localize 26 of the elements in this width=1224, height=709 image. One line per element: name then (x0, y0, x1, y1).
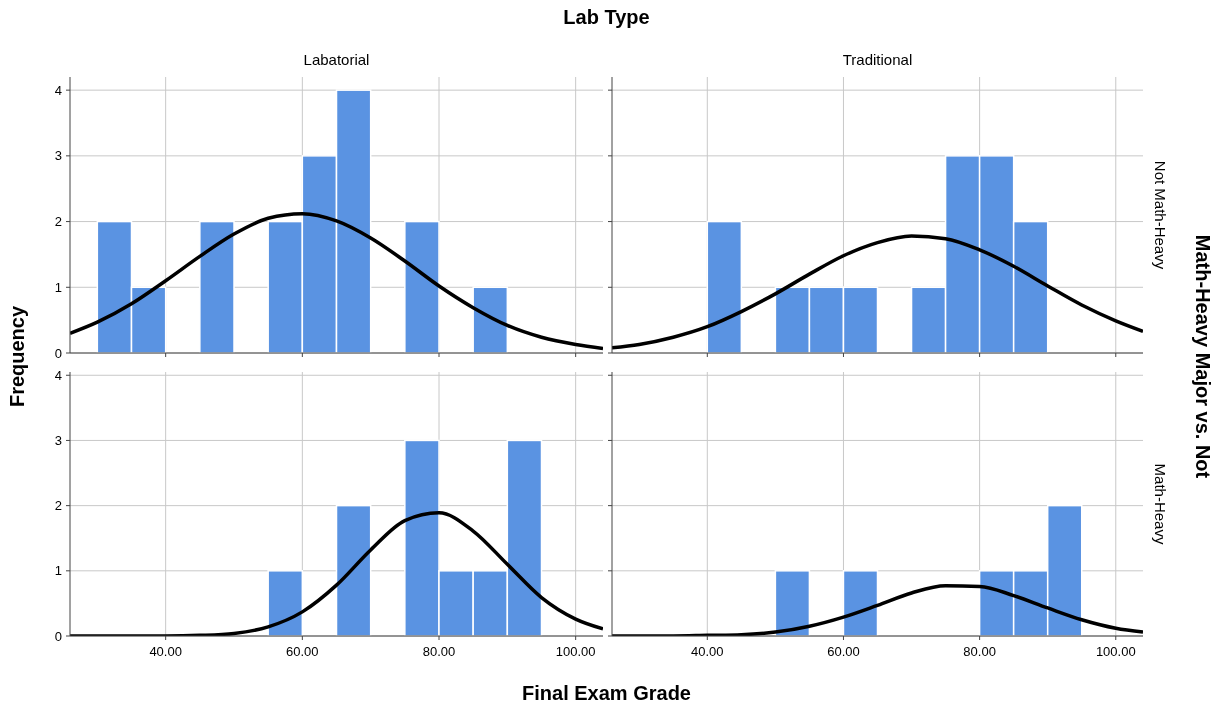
chart-title: Traditional (842, 51, 913, 68)
y-tick-label: 3 (54, 148, 62, 164)
y-tick-label: 1 (54, 279, 62, 295)
y-tick-label: 0 (54, 628, 62, 644)
x-tick-label: 40.00 (149, 644, 182, 659)
x-tick-label: 60.00 (827, 644, 860, 659)
x-tick-label: 60.00 (286, 644, 319, 659)
text: Frequency (6, 305, 28, 408)
x-tick-label: 100.00 (1095, 644, 1136, 659)
text: Lab Type (563, 6, 650, 28)
text: Math-Heavy Major vs. Not (1192, 234, 1214, 479)
y-tick-label: 4 (54, 82, 62, 98)
y-tick-label: 1 (54, 563, 62, 579)
x-tick-label: 80.00 (963, 644, 996, 659)
y-tick-label: 3 (54, 432, 62, 448)
y-tick-label: 2 (54, 214, 62, 230)
y-tick-label: 4 (54, 367, 62, 383)
x-tick-label: 80.00 (422, 644, 456, 659)
y-tick-label: 2 (54, 498, 62, 514)
x-tick-label: 100.00 (555, 644, 596, 659)
x-tick-label: 40.00 (691, 644, 724, 659)
y-tick-label: 0 (54, 345, 62, 361)
chart-title: Labatorial (303, 51, 370, 68)
text: Final Exam Grade (522, 682, 691, 704)
y2-axis-title: Math-Heavy (1152, 463, 1169, 545)
y2-axis-title: Not Math-Heavy (1152, 160, 1169, 270)
